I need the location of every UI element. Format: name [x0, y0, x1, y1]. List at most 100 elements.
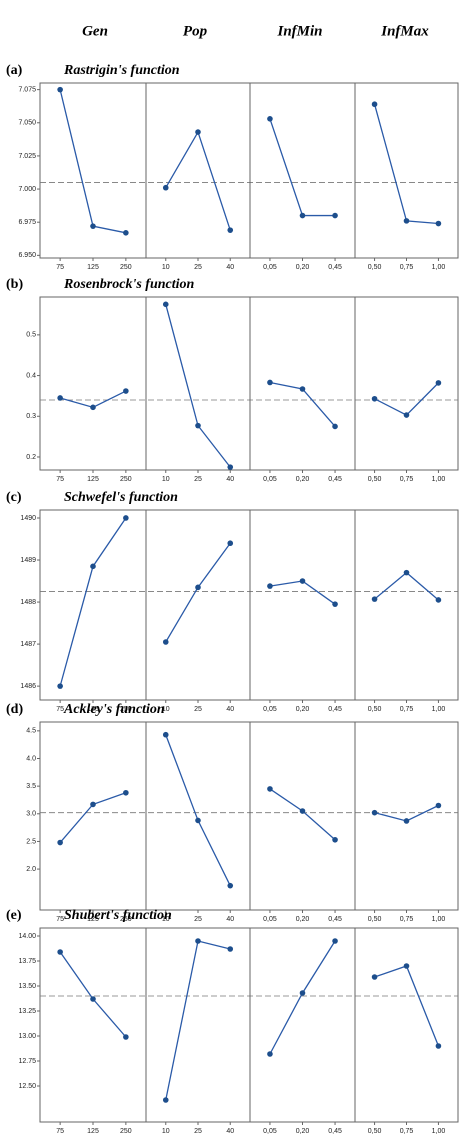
- y-tick-label: 1489: [20, 557, 36, 564]
- y-tick-label: 0.3: [26, 413, 36, 420]
- y-tick-label: 7.000: [18, 186, 36, 193]
- x-tick-label: 125: [87, 264, 99, 271]
- x-tick-label: 75: [56, 916, 64, 923]
- point: [403, 569, 410, 576]
- x-tick-label: 75: [56, 264, 64, 271]
- point: [332, 212, 338, 219]
- x-tick-label: 10: [162, 706, 170, 713]
- point: [227, 946, 234, 952]
- x-tick-label: 0,50: [368, 916, 382, 923]
- point: [57, 839, 63, 846]
- point: [57, 683, 63, 689]
- x-tick-label: 125: [87, 476, 99, 483]
- point: [435, 380, 442, 386]
- y-tick-label: 12.50: [18, 1083, 36, 1090]
- x-tick-label: 25: [194, 264, 202, 271]
- x-tick-label: 0,50: [368, 264, 382, 271]
- panel-title: Ackley's function: [63, 702, 165, 717]
- y-tick-label: 6.950: [18, 252, 36, 259]
- y-tick-label: 0.5: [26, 332, 36, 339]
- point: [267, 786, 273, 792]
- point: [299, 578, 306, 584]
- y-tick-label: 1488: [20, 599, 36, 606]
- point: [123, 230, 129, 236]
- x-tick-label: 0,05: [263, 476, 277, 483]
- column-header: InfMax: [380, 23, 429, 39]
- panel-title: Shubert's function: [64, 908, 172, 923]
- x-tick-label: 250: [120, 264, 132, 271]
- point: [267, 583, 273, 589]
- effect-line: [59, 517, 127, 687]
- effect-line: [165, 734, 231, 886]
- x-tick-label: 0,05: [263, 916, 277, 923]
- y-tick-label: 3.0: [26, 811, 36, 818]
- x-tick-label: 25: [194, 1128, 202, 1135]
- panel-label: (a): [6, 63, 23, 78]
- y-tick-label: 6.975: [18, 219, 36, 226]
- effect-line: [165, 130, 231, 231]
- y-tick-label: 13.25: [18, 1008, 36, 1015]
- x-tick-label: 40: [226, 476, 234, 483]
- y-tick-label: 13.50: [18, 983, 36, 990]
- x-tick-label: 0,20: [296, 476, 310, 483]
- plot-frame: [39, 509, 459, 701]
- x-tick-label: 1,00: [432, 706, 446, 713]
- column-header: Gen: [82, 23, 108, 39]
- point: [195, 584, 201, 591]
- point: [371, 395, 378, 402]
- point: [90, 404, 96, 411]
- panel-title: Rosenbrock's function: [63, 277, 195, 292]
- point: [57, 86, 63, 93]
- effect-line: [165, 940, 231, 1101]
- x-tick-label: 250: [120, 916, 132, 923]
- x-tick-label: 40: [226, 916, 234, 923]
- point: [57, 949, 63, 955]
- x-tick-label: 0,45: [328, 706, 342, 713]
- x-tick-label: 0,05: [263, 1128, 277, 1135]
- panel-label: (d): [6, 702, 23, 717]
- effect-line: [374, 382, 439, 416]
- point: [435, 1043, 442, 1049]
- x-tick-label: 0,20: [296, 1128, 310, 1135]
- effect-line: [374, 571, 439, 601]
- y-tick-label: 7.050: [18, 120, 36, 127]
- x-tick-label: 25: [194, 476, 202, 483]
- point: [403, 818, 410, 824]
- x-tick-label: 0,20: [296, 916, 310, 923]
- point: [162, 639, 169, 645]
- point: [90, 563, 96, 570]
- x-tick-label: 10: [162, 916, 170, 923]
- effect-line: [165, 304, 231, 468]
- point: [90, 801, 96, 808]
- y-tick-label: 13.75: [18, 958, 36, 965]
- panel-title: Rastrigin's function: [63, 63, 180, 78]
- point: [227, 882, 234, 889]
- x-tick-label: 40: [226, 1128, 234, 1135]
- x-tick-label: 1,00: [432, 476, 446, 483]
- y-tick-label: 1490: [20, 515, 36, 522]
- effect-line: [165, 542, 231, 643]
- point: [267, 379, 273, 386]
- effect-line: [269, 580, 336, 605]
- x-tick-label: 1,00: [432, 1128, 446, 1135]
- x-tick-label: 75: [56, 476, 64, 483]
- x-tick-label: 250: [120, 476, 132, 483]
- x-tick-label: 10: [162, 264, 170, 271]
- y-tick-label: 13.00: [18, 1033, 36, 1040]
- y-tick-label: 1486: [20, 683, 36, 690]
- x-tick-label: 10: [162, 1128, 170, 1135]
- point: [90, 996, 96, 1002]
- point: [195, 817, 201, 824]
- point: [435, 597, 442, 603]
- point: [123, 388, 129, 394]
- point: [267, 115, 273, 122]
- point: [299, 212, 306, 219]
- x-tick-label: 1,00: [432, 916, 446, 923]
- x-tick-label: 0,45: [328, 264, 342, 271]
- point: [403, 963, 410, 969]
- x-tick-label: 125: [87, 1128, 99, 1135]
- point: [123, 1034, 129, 1040]
- y-tick-label: 14.00: [18, 933, 36, 940]
- point: [227, 464, 234, 470]
